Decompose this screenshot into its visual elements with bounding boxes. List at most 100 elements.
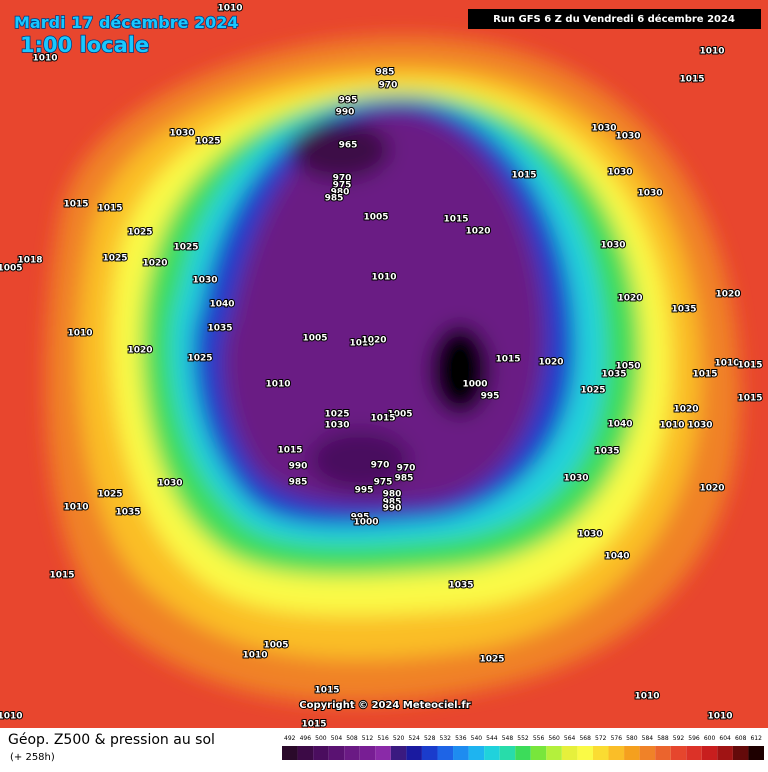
scale-swatch (530, 746, 547, 760)
isobar-label: 975 (374, 478, 393, 488)
scale-label: 496 (300, 735, 312, 742)
isobar-label: 1010 (634, 692, 659, 702)
isobar-label: 1015 (314, 686, 339, 696)
scale-label: 600 (704, 735, 716, 742)
scale-swatch (344, 746, 360, 760)
isobar-label: 1010 (265, 380, 290, 390)
scale-label: 564 (564, 735, 576, 742)
isobar-label: 1030 (192, 276, 217, 286)
isobar-label: 985 (383, 498, 402, 508)
isobar-label: 1030 (607, 168, 632, 178)
isobar-label: 1030 (600, 241, 625, 251)
isobar-label: 995 (355, 486, 374, 496)
copyright: Copyright © 2024 Meteociel.fr (299, 700, 470, 711)
scale-swatch (313, 746, 329, 760)
isobar-label: 970 (379, 81, 398, 91)
isobar-label: 995 (351, 513, 370, 523)
isobar-label: 970 (333, 174, 352, 184)
scale-label: 500 (315, 735, 327, 742)
scale-swatch (484, 746, 500, 760)
isobar-label: 1020 (673, 405, 698, 415)
isobar-label: 1015 (737, 361, 762, 371)
scale-label: 584 (642, 735, 654, 742)
scale-swatch (515, 746, 531, 760)
isobar-label: 1010 (63, 503, 88, 513)
field: 1010101098597099599096597097598098510301… (0, 0, 768, 728)
scale-label: 576 (611, 735, 623, 742)
time: 1:00 locale (20, 33, 149, 57)
isobar-label: 1030 (157, 479, 182, 489)
scale-swatch (406, 746, 422, 760)
run-box (468, 9, 761, 29)
isobar-label: 1010 (0, 712, 23, 722)
isobar-label: 1020 (538, 358, 563, 368)
scale-swatch (297, 746, 314, 760)
isobar-label: 995 (481, 392, 500, 402)
isobar-label: 990 (383, 504, 402, 514)
isobar-label: 1030 (577, 530, 602, 540)
isobar-label: 1020 (617, 294, 642, 304)
scale-label: 588 (657, 735, 669, 742)
isobar-label: 1015 (692, 370, 717, 380)
scale-swatch (639, 746, 656, 760)
isobar-label: 1035 (671, 305, 696, 315)
scale-label: 504 (331, 735, 343, 742)
scale-swatch (499, 746, 516, 760)
isobar-label: 1030 (637, 189, 662, 199)
isobar-label: 1050 (615, 362, 640, 372)
isobar-label: 1020 (465, 227, 490, 237)
scale-swatch (390, 746, 407, 760)
scale-label: 560 (548, 735, 560, 742)
isobar-label: 1005 (263, 641, 288, 651)
isobar-label: 990 (289, 462, 308, 472)
isobar-label: 995 (339, 96, 358, 106)
scale-swatch (655, 746, 671, 760)
isobar-label: 1000 (462, 380, 487, 390)
isobar-label: 1020 (699, 484, 724, 494)
isobar-label: 990 (336, 108, 355, 118)
scale-label: 572 (595, 735, 607, 742)
isobar-label: 1005 (0, 264, 23, 274)
isobar-label: 975 (333, 181, 352, 191)
isobar-label: 1010 (217, 4, 242, 14)
scale-swatch (717, 746, 733, 760)
scale-swatch (701, 746, 718, 760)
isobar-label: 1015 (495, 355, 520, 365)
scale-swatch (359, 746, 376, 760)
isobar-label: 1005 (363, 213, 388, 223)
scale-label: 524 (408, 735, 420, 742)
scale-label: 508 (346, 735, 358, 742)
isobar-label: 1010 (707, 712, 732, 722)
isobar-label: 1020 (127, 346, 152, 356)
isobar-label: 1005 (387, 410, 412, 420)
scale-label: 612 (750, 735, 762, 742)
isobar-label: 1030 (687, 421, 712, 431)
isobar-label: 1010 (714, 359, 739, 369)
isobar-label: 985 (395, 474, 414, 484)
isobar-label: 1030 (169, 129, 194, 139)
scale-swatch (670, 746, 687, 760)
isobar-label: 1025 (580, 386, 605, 396)
scale-label: 516 (377, 735, 389, 742)
scale-label: 608 (735, 735, 747, 742)
scale-swatch (608, 746, 625, 760)
isobar-label: 1035 (594, 447, 619, 457)
isobar-label: 1025 (187, 354, 212, 364)
scale-label: 580 (626, 735, 638, 742)
isobar-label: 1010 (67, 329, 92, 339)
scale-swatch (437, 746, 454, 760)
isobar-label: 980 (331, 188, 350, 198)
isobar-label: 1025 (479, 655, 504, 665)
scale-label: 544 (486, 735, 498, 742)
scale-label: 492 (284, 735, 296, 742)
isobar-label: 1020 (715, 290, 740, 300)
scale-label: 532 (440, 735, 452, 742)
date: Mardi 17 décembre 2024 (14, 13, 239, 32)
isobar-label: 970 (397, 464, 416, 474)
isobar-label: 1015 (63, 200, 88, 210)
run-info: Run GFS 6 Z du Vendredi 6 décembre 2024 (493, 13, 735, 25)
scale-label: 520 (393, 735, 405, 742)
scale-swatch (375, 746, 391, 760)
